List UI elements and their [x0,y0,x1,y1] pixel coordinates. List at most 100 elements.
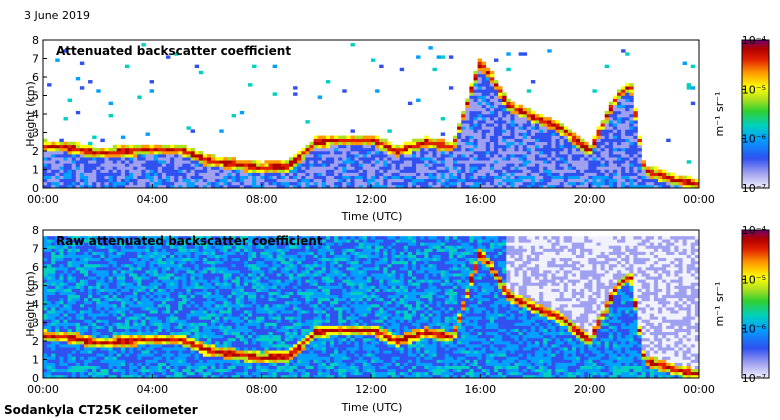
heatmap-cell [116,147,122,152]
heatmap-cell [100,316,105,320]
heatmap-cell [539,144,544,149]
heatmap-cell [182,334,187,339]
heatmap-cell [313,138,318,143]
heatmap-cell [178,254,183,259]
heatmap-cell [522,126,528,130]
heatmap-cell [280,181,286,186]
heatmap-cell [59,267,64,271]
heatmap-cell [149,254,154,259]
heatmap-cell [551,181,556,186]
heatmap-cell [383,138,388,143]
heatmap-cell [43,175,48,180]
heatmap-cell [157,178,163,183]
heatmap-cell [338,141,343,146]
heatmap-cell [166,356,171,360]
heatmap-cell [92,172,97,176]
heatmap-cell [223,356,228,360]
heatmap-cell [563,129,569,133]
heatmap-cell [51,178,56,183]
heatmap-cell [96,331,101,336]
heatmap-cell [166,184,171,189]
heatmap-cell [186,126,191,130]
heatmap-cell [346,175,351,180]
heatmap-cell [186,319,191,323]
heatmap-cell [559,123,564,127]
heatmap-cell [354,181,359,186]
heatmap-cell [108,371,113,376]
heatmap-cell [190,288,195,292]
heatmap-cell [96,160,101,164]
heatmap-cell [321,141,327,146]
heatmap-cell [178,169,183,173]
heatmap-cell [629,157,634,161]
heatmap-cell [563,132,569,136]
heatmap-cell [108,313,113,317]
heatmap-cell [108,359,113,363]
heatmap-cell [526,181,532,186]
heatmap-cell [161,144,167,149]
heatmap-cell [149,359,154,363]
heatmap-cell [190,157,195,161]
heatmap-cell [211,270,216,274]
heatmap-cell [231,254,236,259]
heatmap-cell [43,350,48,354]
heatmap-cell [63,181,68,186]
heatmap-cell [67,313,72,317]
heatmap-cell [190,356,195,360]
heatmap-cell [129,236,134,240]
heatmap-cell [571,178,577,183]
heatmap-cell [186,160,191,164]
heatmap-cell [161,288,167,292]
heatmap-cell [526,141,532,146]
heatmap-cell [157,267,163,271]
heatmap-cell [235,341,241,345]
heatmap-cell [461,138,466,143]
heatmap-cell [227,337,232,342]
heatmap-cell [104,331,109,336]
heatmap-cell [346,160,351,164]
heatmap-cell [502,98,507,102]
heatmap-cell [494,80,499,84]
heatmap-cell [198,319,204,323]
heatmap-cell [141,285,146,289]
heatmap-cell [604,114,610,118]
heatmap-cell [547,129,552,133]
heatmap-cell [166,147,171,152]
heatmap-cell [194,157,200,161]
heatmap-cell [506,151,511,155]
heatmap-cell [51,245,56,249]
heatmap-cell [387,175,392,180]
heatmap-cell [112,331,118,336]
heatmap-cell [223,276,228,280]
heatmap-cell [141,291,146,296]
heatmap-cell [170,337,175,342]
heatmap-cell [96,297,101,302]
heatmap-cell [141,310,146,314]
heatmap-cell [551,147,556,152]
heatmap-cell [67,172,72,176]
heatmap-cell [178,276,183,280]
heatmap-cell [137,154,142,158]
heatmap-cell [43,334,48,339]
heatmap-cell [231,319,236,323]
heatmap-cell [55,239,60,243]
heatmap-cell [506,169,511,173]
heatmap-cell [227,300,232,305]
heatmap-cell [153,160,159,164]
heatmap-cell [92,282,97,286]
heatmap-cell [67,178,72,183]
heatmap-cell [485,181,491,186]
heatmap-cell [215,279,220,283]
heatmap-cell [92,347,97,351]
heatmap-cell [67,368,72,373]
heatmap-cell [465,172,470,176]
heatmap-cell [494,178,499,183]
heatmap-cell [559,144,564,149]
heatmap-cell [580,157,585,161]
heatmap-cell [100,331,105,336]
heatmap-cell [207,297,212,302]
heatmap-cell [284,181,290,186]
heatmap-cell [223,334,228,339]
heatmap-cell [71,144,77,149]
heatmap-cell [84,181,89,186]
